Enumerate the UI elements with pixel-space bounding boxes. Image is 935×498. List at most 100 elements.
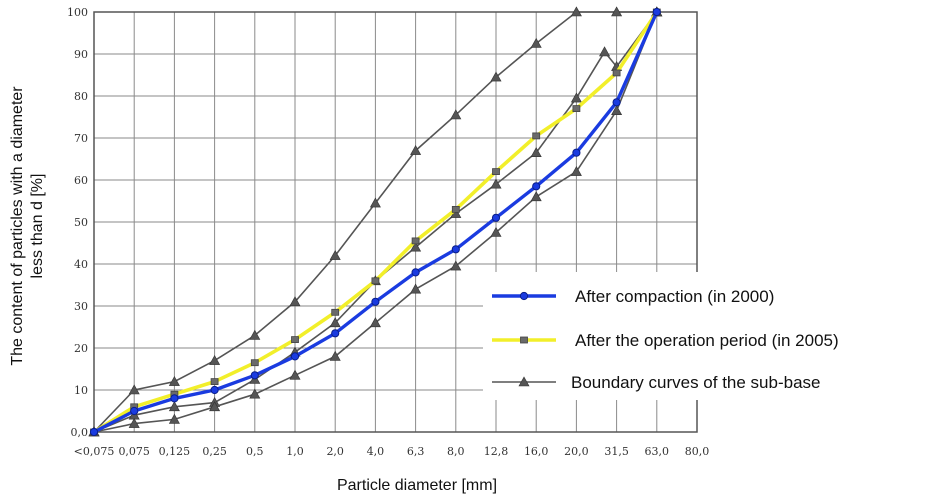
x-tick-label: 16,0: [524, 445, 549, 458]
x-tick-label: 0,125: [159, 445, 191, 458]
boundary-curve-line: [93, 11, 658, 433]
boundary-curve-point: [530, 147, 542, 157]
x-tick-label: 0,075: [118, 445, 150, 458]
boundary-curve-point: [369, 197, 381, 208]
boundary-curve-point: [128, 384, 140, 395]
boundary-curve-point: [249, 329, 261, 340]
y-tick-label: 30: [74, 300, 88, 313]
compaction-2000-point: [170, 394, 179, 403]
compaction-2000-point: [89, 427, 99, 437]
legend-label: After compaction (in 2000): [575, 287, 774, 306]
y-tick-label: 100: [67, 6, 88, 19]
compaction-2000-point: [451, 245, 460, 254]
boundary-curve-point: [209, 354, 221, 365]
x-tick-label: 6,3: [407, 445, 425, 458]
x-tick-label: 0,25: [202, 445, 227, 458]
series-layer: [88, 6, 663, 437]
boundary-curve-point: [249, 388, 261, 399]
boundary-curve-point: [599, 46, 611, 57]
compaction-2000-point: [331, 329, 340, 338]
legend-marker: [520, 336, 528, 344]
compaction-2000-point: [371, 297, 380, 306]
operation-2005-point: [250, 359, 259, 367]
x-tick-label: 20,0: [564, 445, 589, 458]
compaction-2000-point: [652, 7, 661, 17]
x-tick-label: 2,0: [326, 445, 344, 458]
y-tick-label: 70: [74, 132, 88, 145]
operation-2005-point: [451, 205, 460, 213]
x-tick-label: 80,0: [685, 445, 710, 458]
boundary-curve-point: [490, 71, 502, 82]
boundary-curve-point: [570, 165, 582, 176]
boundary-curve-point: [410, 144, 422, 155]
boundary-curve-point: [209, 401, 221, 412]
compaction-2000-point: [572, 148, 581, 157]
y-tick-label: 90: [74, 48, 88, 61]
x-tick-label: 8,0: [447, 445, 465, 458]
operation-2005-point: [331, 308, 340, 316]
compaction-2000-point: [411, 268, 420, 277]
compaction-2000-point: [290, 352, 300, 361]
y-axis: 0,0 10 20 30 40 50 60 70 80 90 100: [67, 6, 88, 439]
boundary-curve-point: [570, 92, 582, 103]
boundary-curve-point: [329, 249, 341, 260]
boundary-curve-point: [450, 109, 462, 120]
boundary-curve-point: [128, 417, 140, 428]
x-tick-label: 4,0: [367, 445, 385, 458]
operation-2005-point: [210, 378, 219, 386]
boundary-curve-point: [410, 283, 422, 294]
boundary-curve-point: [530, 191, 542, 202]
legend-marker: [518, 376, 530, 387]
compaction-2000-point: [612, 98, 621, 107]
x-tick-label: 12,8: [484, 445, 509, 458]
x-tick-label: 63,0: [645, 445, 670, 458]
boundary-curve-point: [611, 105, 623, 115]
y-tick-label: 0,0: [71, 426, 89, 439]
y-tick-label: 50: [74, 216, 88, 229]
operation-2005-point: [411, 237, 420, 245]
operation-2005-point: [371, 277, 380, 285]
boundary-curve-point: [611, 6, 623, 17]
boundary-curve-point: [490, 226, 502, 237]
operation-2005-point: [572, 105, 581, 112]
boundary-curve-point: [168, 413, 180, 424]
y-tick-label: 10: [74, 384, 88, 397]
y-tick-label: 60: [74, 174, 88, 187]
legend-marker: [519, 291, 529, 301]
boundary-curve-point: [570, 6, 582, 17]
x-tick-label: 1,0: [286, 445, 304, 458]
compaction-2000-point: [130, 406, 139, 416]
boundary-curve-point: [490, 178, 502, 189]
legend-label: Boundary curves of the sub-base: [571, 373, 820, 392]
x-axis: <0,075 0,075 0,125 0,25 0,5 1,0 2,0 4,0 6,3 8,0 12…: [74, 445, 710, 458]
boundary-curve-point: [369, 317, 381, 328]
boundary-curve-point: [410, 241, 422, 252]
legend-label: After the operation period (in 2005): [575, 331, 839, 350]
y-axis-title-line-2: less than d [%]: [29, 174, 46, 279]
legend: After compaction (in 2000) After the oper…: [483, 272, 935, 400]
operation-2005-point: [532, 132, 541, 140]
x-tick-label: 31,5: [604, 445, 629, 458]
operation-2005-point: [612, 69, 621, 77]
compaction-2000-point: [532, 182, 541, 191]
boundary-curve-point: [289, 296, 301, 307]
compaction-2000-point: [210, 385, 219, 395]
boundary-curve-point: [329, 317, 341, 328]
compaction-2000-point: [250, 371, 259, 380]
operation-2005-point: [291, 336, 299, 344]
boundary-curve-point: [289, 369, 301, 380]
y-axis-title-line-1: The content of particles with a diameter: [9, 86, 26, 366]
compaction-2000-point: [491, 213, 501, 222]
plot-frame: [93, 11, 698, 433]
y-tick-label: 20: [74, 342, 88, 355]
boundary-curve-point: [450, 260, 462, 271]
x-axis-title: Particle diameter [mm]: [337, 477, 497, 494]
boundary-curve-point: [530, 37, 542, 48]
operation-2005-point: [492, 168, 500, 176]
boundary-curve-point: [168, 375, 180, 386]
boundary-curve-point: [168, 401, 180, 412]
x-tick-label: 0,5: [246, 445, 264, 458]
boundary-curve-point: [329, 350, 341, 361]
x-tick-label: <0,075: [74, 445, 115, 458]
